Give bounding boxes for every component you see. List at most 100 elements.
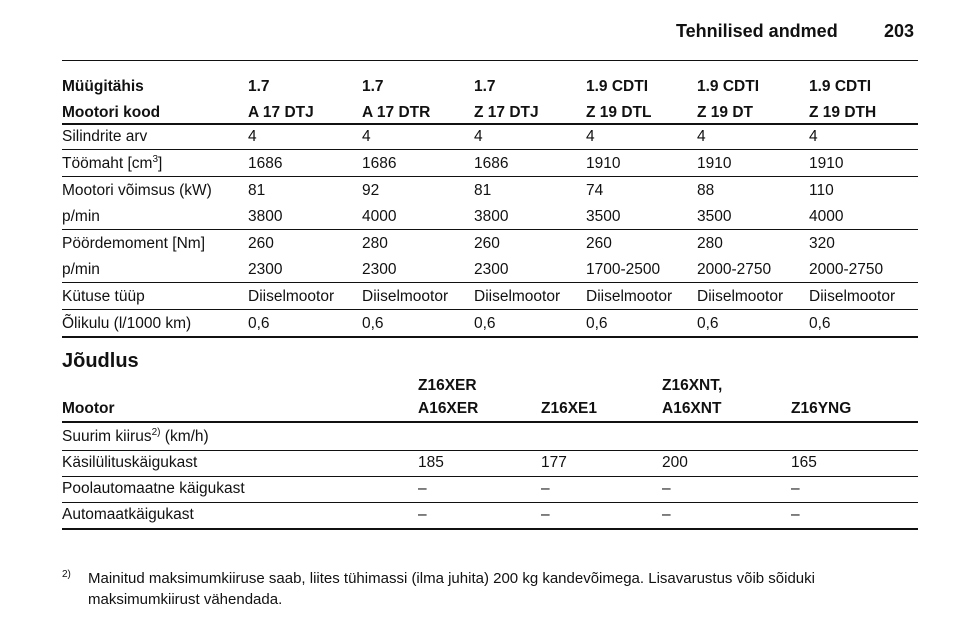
cell: 4 bbox=[362, 128, 371, 145]
cell: 1686 bbox=[474, 155, 509, 172]
cell: Diiselmootor bbox=[586, 288, 673, 305]
cell: Diiselmootor bbox=[248, 288, 335, 305]
cell: 2000-2750 bbox=[809, 261, 884, 278]
column-header: Z 19 DTL bbox=[586, 104, 652, 121]
cell: Diiselmootor bbox=[809, 288, 896, 305]
footnote-text: Mainitud maksimumkiiruse saab, liites tü… bbox=[88, 570, 815, 587]
text: Töömaht [cm bbox=[62, 155, 153, 172]
cell: Silindrite arv bbox=[62, 128, 148, 145]
column-header: Z 19 DTH bbox=[809, 104, 877, 121]
cell: 1686 bbox=[362, 155, 397, 172]
column-header: 1.7 bbox=[362, 78, 384, 95]
rule bbox=[62, 502, 918, 503]
cell: 280 bbox=[697, 235, 723, 252]
cell: 320 bbox=[809, 235, 835, 252]
column-header: A 17 DTJ bbox=[248, 104, 314, 121]
column-header: A16XER bbox=[418, 400, 479, 417]
cell: p/min bbox=[62, 261, 100, 278]
cell: 1700-2500 bbox=[586, 261, 661, 278]
rule bbox=[62, 282, 918, 283]
page-number: 203 bbox=[884, 21, 915, 41]
cell: – bbox=[541, 506, 550, 523]
cell: 2300 bbox=[474, 261, 509, 278]
rule bbox=[62, 123, 918, 125]
rule bbox=[62, 229, 918, 230]
cell: 260 bbox=[474, 235, 500, 252]
cell: – bbox=[791, 480, 800, 497]
cell: 81 bbox=[248, 182, 266, 199]
rule bbox=[62, 176, 918, 177]
footnote-text: maksimumkiirust vähendada. bbox=[88, 591, 283, 608]
cell: Diiselmootor bbox=[474, 288, 561, 305]
column-header: Mootor bbox=[62, 400, 115, 417]
cell: Õlikulu (l/1000 km) bbox=[62, 315, 192, 332]
cell: 185 bbox=[418, 454, 444, 471]
cell: 1910 bbox=[697, 155, 732, 172]
cell: 92 bbox=[362, 182, 380, 199]
cell: 260 bbox=[586, 235, 612, 252]
cell: 3800 bbox=[248, 208, 283, 225]
cell: Poolautomaatne käigukast bbox=[62, 480, 245, 497]
cell: – bbox=[791, 506, 800, 523]
cell: Diiselmootor bbox=[362, 288, 449, 305]
cell: 3500 bbox=[697, 208, 732, 225]
rule bbox=[62, 421, 918, 423]
column-header: 1.7 bbox=[474, 78, 496, 95]
cell: 2000-2750 bbox=[697, 261, 772, 278]
cell: Pöördemoment [Nm] bbox=[62, 235, 205, 252]
cell: 2300 bbox=[362, 261, 397, 278]
cell: 4 bbox=[474, 128, 483, 145]
cell: 4000 bbox=[362, 208, 397, 225]
cell: 81 bbox=[474, 182, 492, 199]
cell: 1686 bbox=[248, 155, 283, 172]
cell: Automaatkäigukast bbox=[62, 506, 194, 523]
cell: Käsilülituskäigukast bbox=[62, 454, 198, 471]
column-header: Z16YNG bbox=[791, 400, 852, 417]
cell: Diiselmootor bbox=[697, 288, 784, 305]
cell: 0,6 bbox=[697, 315, 719, 332]
column-header: A 17 DTR bbox=[362, 104, 431, 121]
text: Suurim kiirus bbox=[62, 428, 152, 445]
column-header: 1.7 bbox=[248, 78, 270, 95]
column-header: 1.9 CDTI bbox=[809, 78, 872, 95]
rule bbox=[62, 336, 918, 338]
column-header: A16XNT bbox=[662, 400, 722, 417]
cell: 3800 bbox=[474, 208, 509, 225]
rule bbox=[62, 309, 918, 310]
cell: 0,6 bbox=[474, 315, 496, 332]
rule bbox=[62, 450, 918, 451]
column-header: 1.9 CDTI bbox=[586, 78, 649, 95]
column-header: Z 17 DTJ bbox=[474, 104, 539, 121]
cell: 0,6 bbox=[586, 315, 608, 332]
cell: 1910 bbox=[586, 155, 621, 172]
column-header: Z16XE1 bbox=[541, 400, 598, 417]
cell: – bbox=[418, 506, 427, 523]
rule bbox=[62, 60, 918, 61]
cell: 4 bbox=[248, 128, 257, 145]
cell: Suurim kiirus2) (km/h) bbox=[62, 427, 209, 446]
section-title: Jõudlus bbox=[62, 350, 139, 372]
cell: 4 bbox=[809, 128, 818, 145]
cell: 4 bbox=[697, 128, 706, 145]
cell: – bbox=[541, 480, 550, 497]
column-header: Z 19 DT bbox=[697, 104, 753, 121]
rule bbox=[62, 528, 918, 530]
cell: Kütuse tüüp bbox=[62, 288, 145, 305]
cell: – bbox=[418, 480, 427, 497]
cell: 1910 bbox=[809, 155, 844, 172]
rule bbox=[62, 149, 918, 150]
column-header: 1.9 CDTI bbox=[697, 78, 760, 95]
cell: 200 bbox=[662, 454, 688, 471]
cell: Mootori võimsus (kW) bbox=[62, 182, 212, 199]
cell: – bbox=[662, 506, 671, 523]
cell: 0,6 bbox=[248, 315, 270, 332]
cell: p/min bbox=[62, 208, 100, 225]
column-header: Mootori kood bbox=[62, 104, 161, 121]
column-header: Z16XNT, bbox=[662, 377, 723, 394]
cell: 2300 bbox=[248, 261, 283, 278]
text: (km/h) bbox=[160, 428, 209, 445]
column-header: Z16XER bbox=[418, 377, 477, 394]
cell: 4 bbox=[586, 128, 595, 145]
cell: 0,6 bbox=[809, 315, 831, 332]
text: ] bbox=[158, 155, 163, 172]
